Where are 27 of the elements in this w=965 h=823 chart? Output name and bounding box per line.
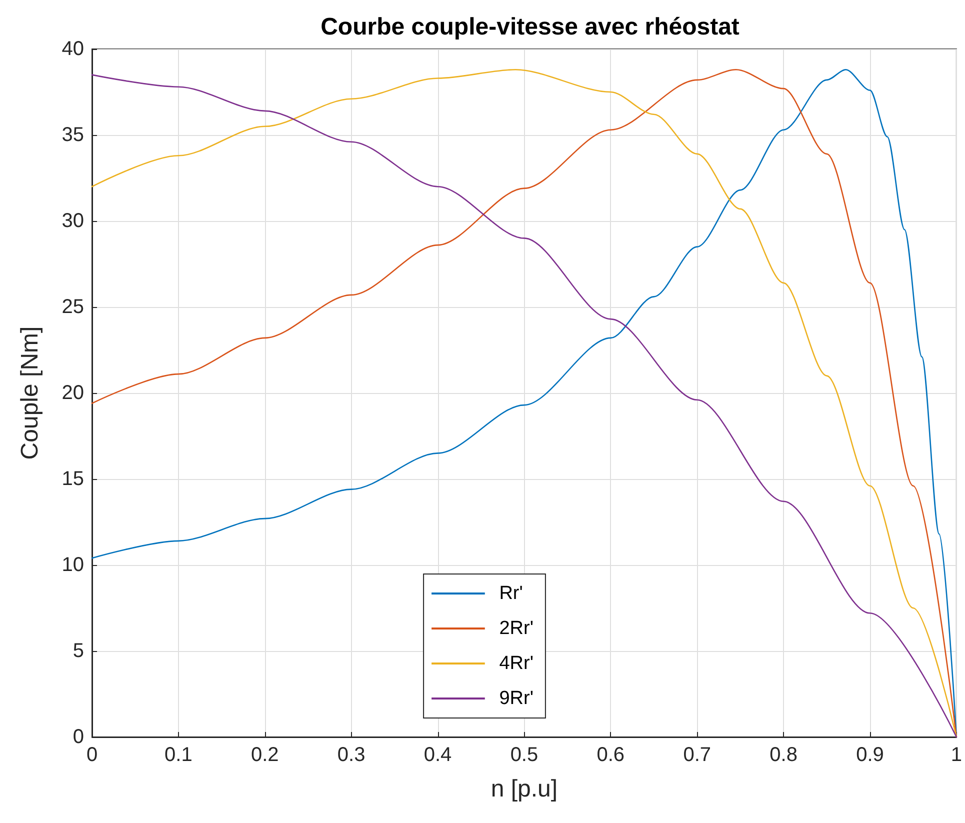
x-tick-label: 0.2 <box>250 744 279 766</box>
x-axis-title: n [p.u] <box>490 776 558 802</box>
chart-title: Courbe couple-vitesse avec rhéostat <box>320 14 740 40</box>
legend-label: 2Rr' <box>499 618 534 639</box>
legend-label: Rr' <box>499 583 523 604</box>
y-axis-title: Couple [Nm] <box>16 326 44 460</box>
x-tick-label: 0.8 <box>770 744 798 766</box>
x-tick-label: 0.5 <box>510 744 538 766</box>
x-tick-label: 0.6 <box>596 744 625 766</box>
x-tick-label: 0.7 <box>683 744 712 766</box>
y-tick-label: 40 <box>62 38 84 60</box>
x-tick-label: 1 <box>950 744 962 766</box>
legend-label: 9Rr' <box>499 688 534 709</box>
y-tick-label: 5 <box>72 640 84 662</box>
y-tick-label: 0 <box>72 726 84 748</box>
y-tick-label: 10 <box>62 554 84 576</box>
x-tick-label: 0 <box>86 744 98 766</box>
x-tick-label: 0.9 <box>856 744 884 766</box>
y-tick-label: 30 <box>62 210 84 232</box>
x-tick-label: 0.1 <box>164 744 192 766</box>
y-tick-label: 15 <box>62 468 84 490</box>
y-tick-label: 35 <box>62 124 84 146</box>
y-tick-label: 20 <box>62 382 84 404</box>
x-tick-label: 0.3 <box>337 744 366 766</box>
y-tick-label: 25 <box>62 296 84 318</box>
legend-label: 4Rr' <box>499 653 534 674</box>
x-tick-label: 0.4 <box>424 744 452 766</box>
